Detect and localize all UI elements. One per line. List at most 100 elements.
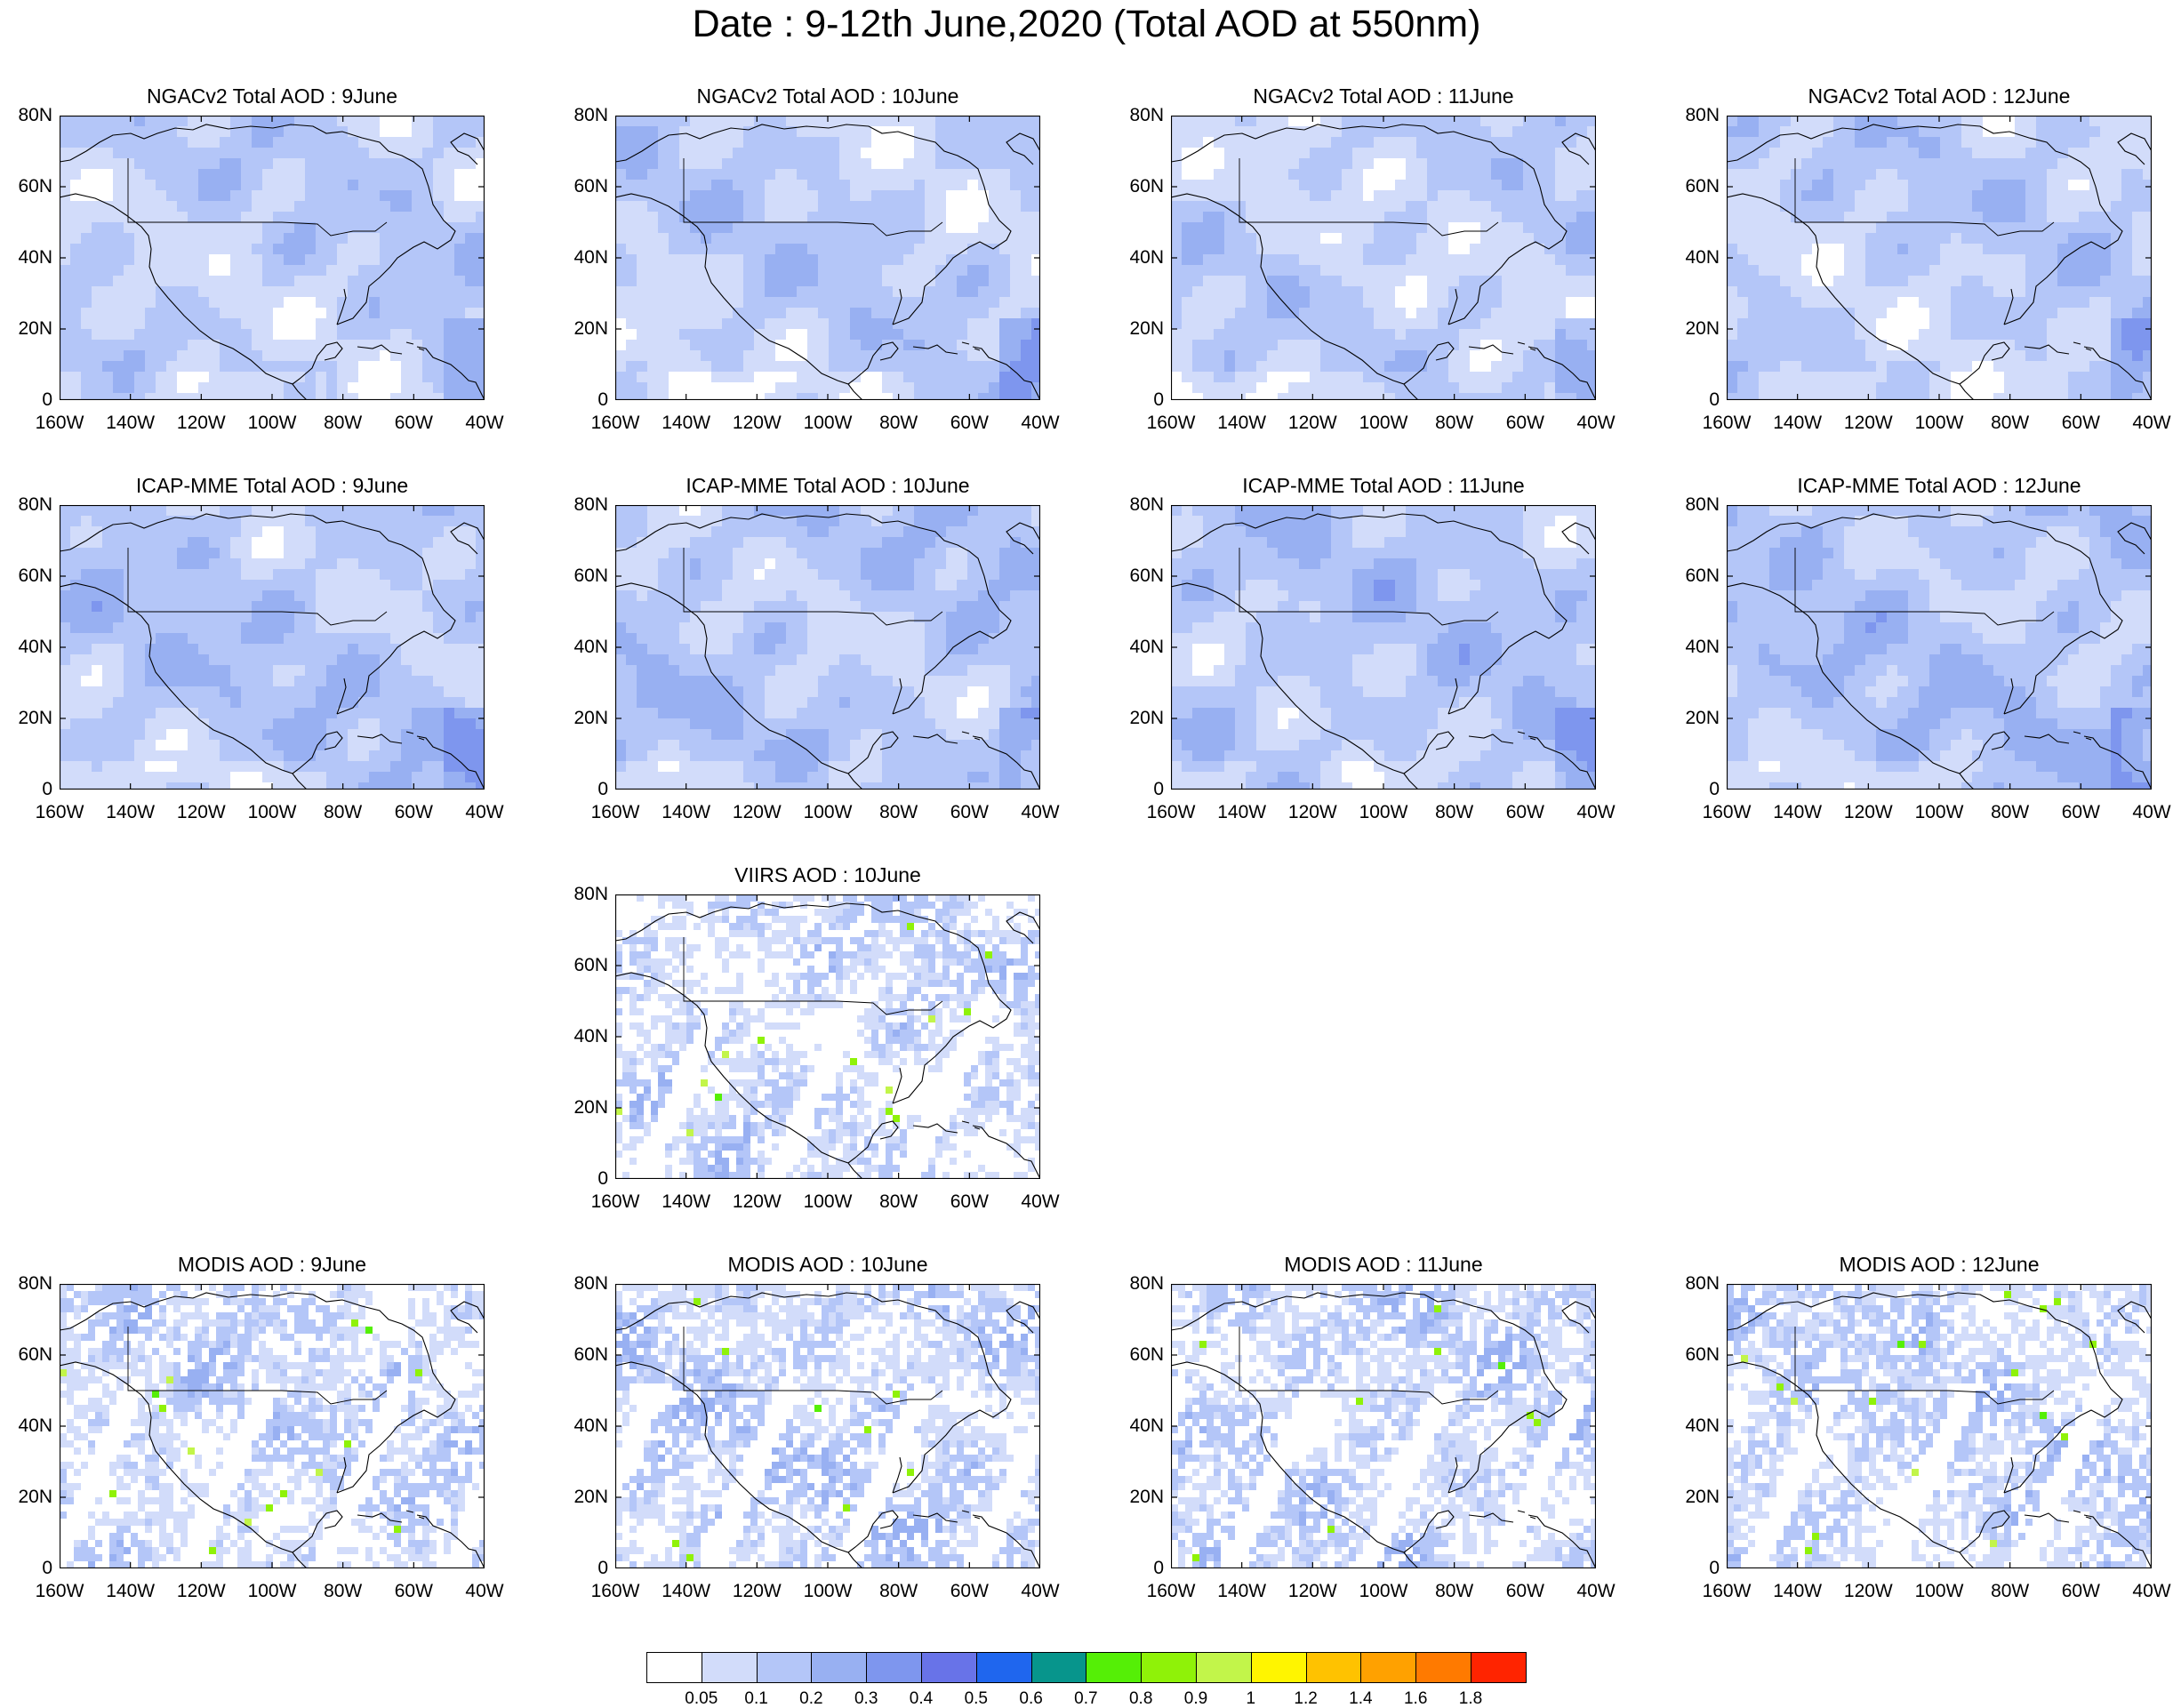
lat-tick-label: 0	[1666, 390, 1720, 410]
lon-tick-label: 120W	[721, 1582, 792, 1601]
lon-tick-label: 100W	[1904, 413, 1975, 433]
colorbar-label: 1.2	[1279, 1690, 1333, 1708]
aod-map	[1727, 1284, 2152, 1568]
lat-tick-label: 20N	[1111, 1487, 1164, 1507]
lat-tick-label: 40N	[555, 1027, 608, 1046]
lat-tick-label: 40N	[555, 1416, 608, 1436]
lat-tick-label: 80N	[1666, 106, 1720, 125]
lon-tick-label: 40W	[2116, 803, 2173, 822]
colorbar-label: 1.8	[1444, 1690, 1497, 1708]
lon-tick-label: 80W	[863, 803, 934, 822]
lon-tick-label: 40W	[1560, 1582, 1632, 1601]
lat-tick-label: 0	[1111, 780, 1164, 799]
colorbar-label: 0.05	[675, 1690, 728, 1708]
lat-tick-label: 0	[555, 1169, 608, 1189]
aod-field	[60, 505, 485, 790]
colorbar-swatch	[1196, 1652, 1252, 1683]
lon-tick-label: 160W	[580, 1582, 651, 1601]
lat-tick-label: 20N	[1666, 709, 1720, 728]
lat-tick-label: 80N	[0, 495, 52, 515]
aod-field	[60, 116, 485, 400]
lon-tick-label: 140W	[1207, 803, 1278, 822]
lat-tick-label: 40N	[0, 248, 52, 268]
lon-tick-label: 160W	[580, 1192, 651, 1212]
colorbar-label: 0.2	[784, 1690, 838, 1708]
aod-field	[1727, 1284, 2152, 1568]
lat-tick-label: 60N	[555, 956, 608, 975]
lon-tick-label: 120W	[1832, 413, 1904, 433]
lon-tick-label: 140W	[95, 803, 166, 822]
colorbar-swatch	[976, 1652, 1032, 1683]
panel-title: NGACv2 Total AOD : 10June	[615, 83, 1040, 109]
aod-field	[615, 505, 1040, 790]
lat-tick-label: 60N	[0, 1345, 52, 1365]
lat-tick-label: 40N	[555, 637, 608, 657]
lon-tick-label: 100W	[792, 1192, 863, 1212]
lon-tick-label: 160W	[24, 1582, 95, 1601]
lat-tick-label: 20N	[555, 319, 608, 339]
lat-tick-label: 80N	[555, 1274, 608, 1294]
lon-tick-label: 40W	[1005, 803, 1076, 822]
lon-tick-label: 160W	[24, 803, 95, 822]
lon-tick-label: 120W	[721, 803, 792, 822]
colorbar-label: 0.5	[950, 1690, 1003, 1708]
aod-field	[1727, 505, 2152, 790]
aod-map	[60, 116, 485, 400]
panel-title: MODIS AOD : 9June	[60, 1251, 485, 1278]
lon-tick-label: 100W	[792, 803, 863, 822]
lat-tick-label: 80N	[0, 106, 52, 125]
lat-tick-label: 0	[0, 390, 52, 410]
lon-tick-label: 100W	[792, 413, 863, 433]
lon-tick-label: 60W	[378, 803, 449, 822]
lat-tick-label: 0	[1666, 1559, 1720, 1578]
lon-tick-label: 160W	[1691, 413, 1762, 433]
lon-tick-label: 40W	[449, 803, 520, 822]
lon-tick-label: 120W	[1277, 1582, 1348, 1601]
lon-tick-label: 60W	[2045, 803, 2116, 822]
lon-tick-label: 120W	[1277, 803, 1348, 822]
colorbar-label: 0.8	[1114, 1690, 1167, 1708]
colorbar-label: 1.4	[1334, 1690, 1387, 1708]
aod-map	[1727, 116, 2152, 400]
lon-tick-label: 160W	[1135, 803, 1207, 822]
lon-tick-label: 40W	[1560, 803, 1632, 822]
aod-map	[615, 1284, 1040, 1568]
lat-tick-label: 60N	[555, 1345, 608, 1365]
lon-tick-label: 40W	[1005, 1192, 1076, 1212]
aod-map	[615, 894, 1040, 1179]
lon-tick-label: 160W	[1135, 1582, 1207, 1601]
lon-tick-label: 80W	[1419, 1582, 1490, 1601]
lon-tick-label: 160W	[1135, 413, 1207, 433]
colorbar-label: 0.1	[730, 1690, 783, 1708]
lon-tick-label: 160W	[1691, 803, 1762, 822]
panel-title: NGACv2 Total AOD : 9June	[60, 83, 485, 109]
lon-tick-label: 140W	[651, 413, 722, 433]
colorbar-swatch	[921, 1652, 977, 1683]
lat-tick-label: 80N	[1111, 106, 1164, 125]
lon-tick-label: 80W	[1975, 803, 2046, 822]
colorbar-swatch	[1415, 1652, 1471, 1683]
lat-tick-label: 80N	[1111, 495, 1164, 515]
colorbar-swatch	[646, 1652, 702, 1683]
lon-tick-label: 60W	[934, 803, 1005, 822]
panel-title: VIIRS AOD : 10June	[615, 862, 1040, 888]
lon-tick-label: 80W	[1975, 413, 2046, 433]
lon-tick-label: 140W	[95, 413, 166, 433]
aod-field	[1727, 116, 2152, 400]
lon-tick-label: 140W	[1762, 413, 1833, 433]
aod-map	[60, 505, 485, 790]
lon-tick-label: 80W	[1975, 1582, 2046, 1601]
lat-tick-label: 40N	[555, 248, 608, 268]
lon-tick-label: 160W	[1691, 1582, 1762, 1601]
lon-tick-label: 160W	[580, 413, 651, 433]
panel-title: ICAP-MME Total AOD : 11June	[1171, 472, 1596, 499]
lat-tick-label: 20N	[555, 1487, 608, 1507]
aod-map	[615, 116, 1040, 400]
aod-field	[1171, 116, 1596, 400]
lon-tick-label: 120W	[1277, 413, 1348, 433]
figure-title: Date : 9-12th June,2020 (Total AOD at 55…	[0, 2, 2173, 46]
